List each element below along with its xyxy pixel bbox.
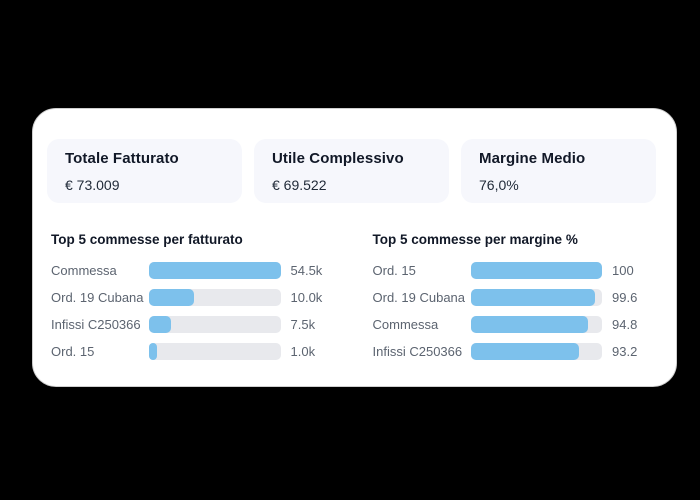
bar-track (149, 289, 281, 306)
stat-value: 76,0% (479, 177, 519, 193)
bar-label: Commessa (51, 263, 117, 278)
bar-value: 7.5k (290, 317, 316, 332)
stat-label: Utile Complessivo (272, 150, 404, 167)
bar-row: Ord. 15 100 (373, 262, 655, 279)
bar-value: 100 (612, 263, 634, 278)
stats-row: Totale Fatturato € 73.009 Utile Compless… (47, 139, 656, 203)
bar-fill (470, 262, 602, 279)
bar-fill (470, 316, 589, 333)
stat-card-totale-fatturato: Totale Fatturato € 73.009 (47, 139, 242, 203)
bar-track (149, 262, 281, 279)
bar-track (470, 289, 602, 306)
bar-track (470, 262, 602, 279)
stat-card-utile-complessivo: Utile Complessivo € 69.522 (254, 139, 449, 203)
bar-row: Infissi C250366 93.2 (373, 343, 655, 360)
dashboard-card: Totale Fatturato € 73.009 Utile Compless… (32, 108, 677, 387)
bar-value: 54.5k (290, 263, 323, 278)
bar-fill (149, 343, 157, 360)
bar-row: Commessa 94.8 (373, 316, 655, 333)
bar-value: 99.6 (612, 290, 638, 305)
stat-label: Totale Fatturato (65, 150, 179, 167)
bar-label: Ord. 19 Cubana (51, 290, 144, 305)
bar-row: Commessa 54.5k (51, 262, 333, 279)
bar-row: Ord. 15 1.0k (51, 343, 333, 360)
chart-title: Top 5 commesse per margine % (372, 232, 578, 247)
bar-label: Infissi C250366 (372, 344, 463, 359)
bar-value: 10.0k (290, 290, 323, 305)
chart-title: Top 5 commesse per fatturato (51, 232, 243, 247)
bar-row: Ord. 19 Cubana 99.6 (373, 289, 655, 306)
bar-label: Infissi C250366 (51, 317, 141, 332)
bar-row: Ord. 19 Cubana 10.0k (51, 289, 333, 306)
bar-label: Ord. 15 (51, 344, 95, 359)
chart-top5-margine: Top 5 commesse per margine % Ord. 15 100… (373, 232, 655, 370)
stat-card-margine-medio: Margine Medio 76,0% (461, 139, 656, 203)
bar-value: 93.2 (612, 344, 638, 359)
bar-value: 1.0k (290, 344, 316, 359)
bar-fill (149, 289, 194, 306)
stat-label: Margine Medio (479, 150, 586, 167)
bar-track (149, 343, 281, 360)
bar-label: Commessa (372, 317, 439, 332)
bar-track (149, 316, 281, 333)
bar-row: Infissi C250366 7.5k (51, 316, 333, 333)
chart-top5-fatturato: Top 5 commesse per fatturato Commessa 54… (51, 232, 333, 370)
bar-track (470, 343, 602, 360)
bar-label: Ord. 15 (372, 263, 416, 278)
bar-fill (470, 343, 579, 360)
stat-value: € 73.009 (65, 177, 120, 193)
bar-value: 94.8 (612, 317, 638, 332)
bar-fill (149, 262, 281, 279)
bar-fill (470, 289, 596, 306)
bar-label: Ord. 19 Cubana (372, 290, 466, 305)
stat-value: € 69.522 (272, 177, 327, 193)
charts-row: Top 5 commesse per fatturato Commessa 54… (51, 232, 654, 370)
bar-fill (149, 316, 172, 333)
bar-track (470, 316, 602, 333)
